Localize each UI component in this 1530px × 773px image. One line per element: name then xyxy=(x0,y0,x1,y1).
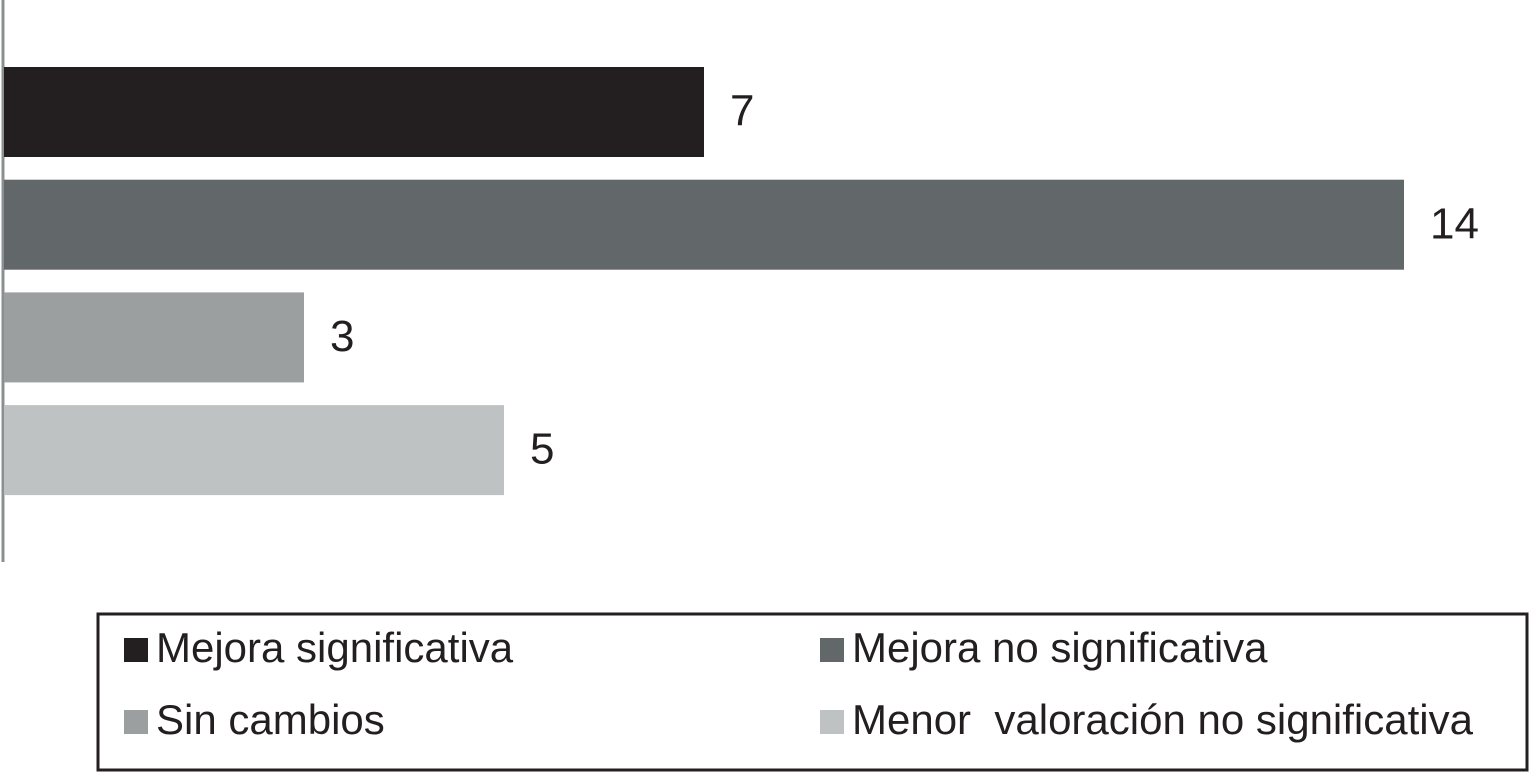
legend-swatch xyxy=(820,710,844,734)
legend-swatch xyxy=(124,710,148,734)
legend-swatch xyxy=(124,638,148,662)
legend-label: Mejora no significativa xyxy=(852,624,1268,671)
bar xyxy=(4,179,1404,270)
value-label: 5 xyxy=(530,425,554,474)
legend-label: Menor valoración no significativa xyxy=(852,696,1474,743)
legend-box xyxy=(96,612,1529,772)
bar xyxy=(4,405,504,496)
bar xyxy=(4,292,304,383)
value-label: 14 xyxy=(1430,199,1479,248)
value-label: 3 xyxy=(330,312,354,361)
bar xyxy=(4,67,704,157)
legend-label: Mejora significativa xyxy=(156,624,514,671)
value-label: 7 xyxy=(730,87,754,136)
legend-label: Sin cambios xyxy=(156,696,385,743)
legend-swatch xyxy=(820,638,844,662)
